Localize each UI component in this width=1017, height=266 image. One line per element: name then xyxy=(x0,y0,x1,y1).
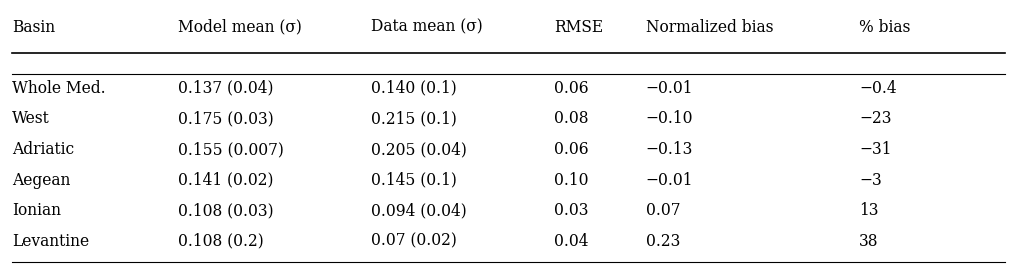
Text: Whole Med.: Whole Med. xyxy=(12,80,106,97)
Text: 0.06: 0.06 xyxy=(554,80,589,97)
Text: 0.10: 0.10 xyxy=(554,172,589,189)
Text: 0.145 (0.1): 0.145 (0.1) xyxy=(371,172,457,189)
Text: 0.07 (0.02): 0.07 (0.02) xyxy=(371,233,457,250)
Text: 0.141 (0.02): 0.141 (0.02) xyxy=(178,172,274,189)
Text: Adriatic: Adriatic xyxy=(12,141,74,158)
Text: 0.215 (0.1): 0.215 (0.1) xyxy=(371,110,457,127)
Text: Data mean (σ): Data mean (σ) xyxy=(371,19,483,36)
Text: −0.4: −0.4 xyxy=(859,80,897,97)
Text: 13: 13 xyxy=(859,202,879,219)
Text: % bias: % bias xyxy=(859,19,911,36)
Text: 0.03: 0.03 xyxy=(554,202,589,219)
Text: −31: −31 xyxy=(859,141,892,158)
Text: 0.108 (0.2): 0.108 (0.2) xyxy=(178,233,263,250)
Text: 0.137 (0.04): 0.137 (0.04) xyxy=(178,80,274,97)
Text: West: West xyxy=(12,110,50,127)
Text: 0.155 (0.007): 0.155 (0.007) xyxy=(178,141,284,158)
Text: 0.07: 0.07 xyxy=(646,202,680,219)
Text: 0.04: 0.04 xyxy=(554,233,589,250)
Text: −0.13: −0.13 xyxy=(646,141,694,158)
Text: 0.108 (0.03): 0.108 (0.03) xyxy=(178,202,274,219)
Text: 0.06: 0.06 xyxy=(554,141,589,158)
Text: 0.140 (0.1): 0.140 (0.1) xyxy=(371,80,457,97)
Text: Aegean: Aegean xyxy=(12,172,70,189)
Text: Model mean (σ): Model mean (σ) xyxy=(178,19,302,36)
Text: −3: −3 xyxy=(859,172,882,189)
Text: 0.175 (0.03): 0.175 (0.03) xyxy=(178,110,274,127)
Text: RMSE: RMSE xyxy=(554,19,603,36)
Text: 0.205 (0.04): 0.205 (0.04) xyxy=(371,141,467,158)
Text: −0.01: −0.01 xyxy=(646,80,694,97)
Text: −0.01: −0.01 xyxy=(646,172,694,189)
Text: 0.094 (0.04): 0.094 (0.04) xyxy=(371,202,467,219)
Text: Ionian: Ionian xyxy=(12,202,61,219)
Text: Normalized bias: Normalized bias xyxy=(646,19,773,36)
Text: 38: 38 xyxy=(859,233,879,250)
Text: −23: −23 xyxy=(859,110,892,127)
Text: −0.10: −0.10 xyxy=(646,110,694,127)
Text: Basin: Basin xyxy=(12,19,55,36)
Text: Levantine: Levantine xyxy=(12,233,89,250)
Text: 0.23: 0.23 xyxy=(646,233,680,250)
Text: 0.08: 0.08 xyxy=(554,110,589,127)
